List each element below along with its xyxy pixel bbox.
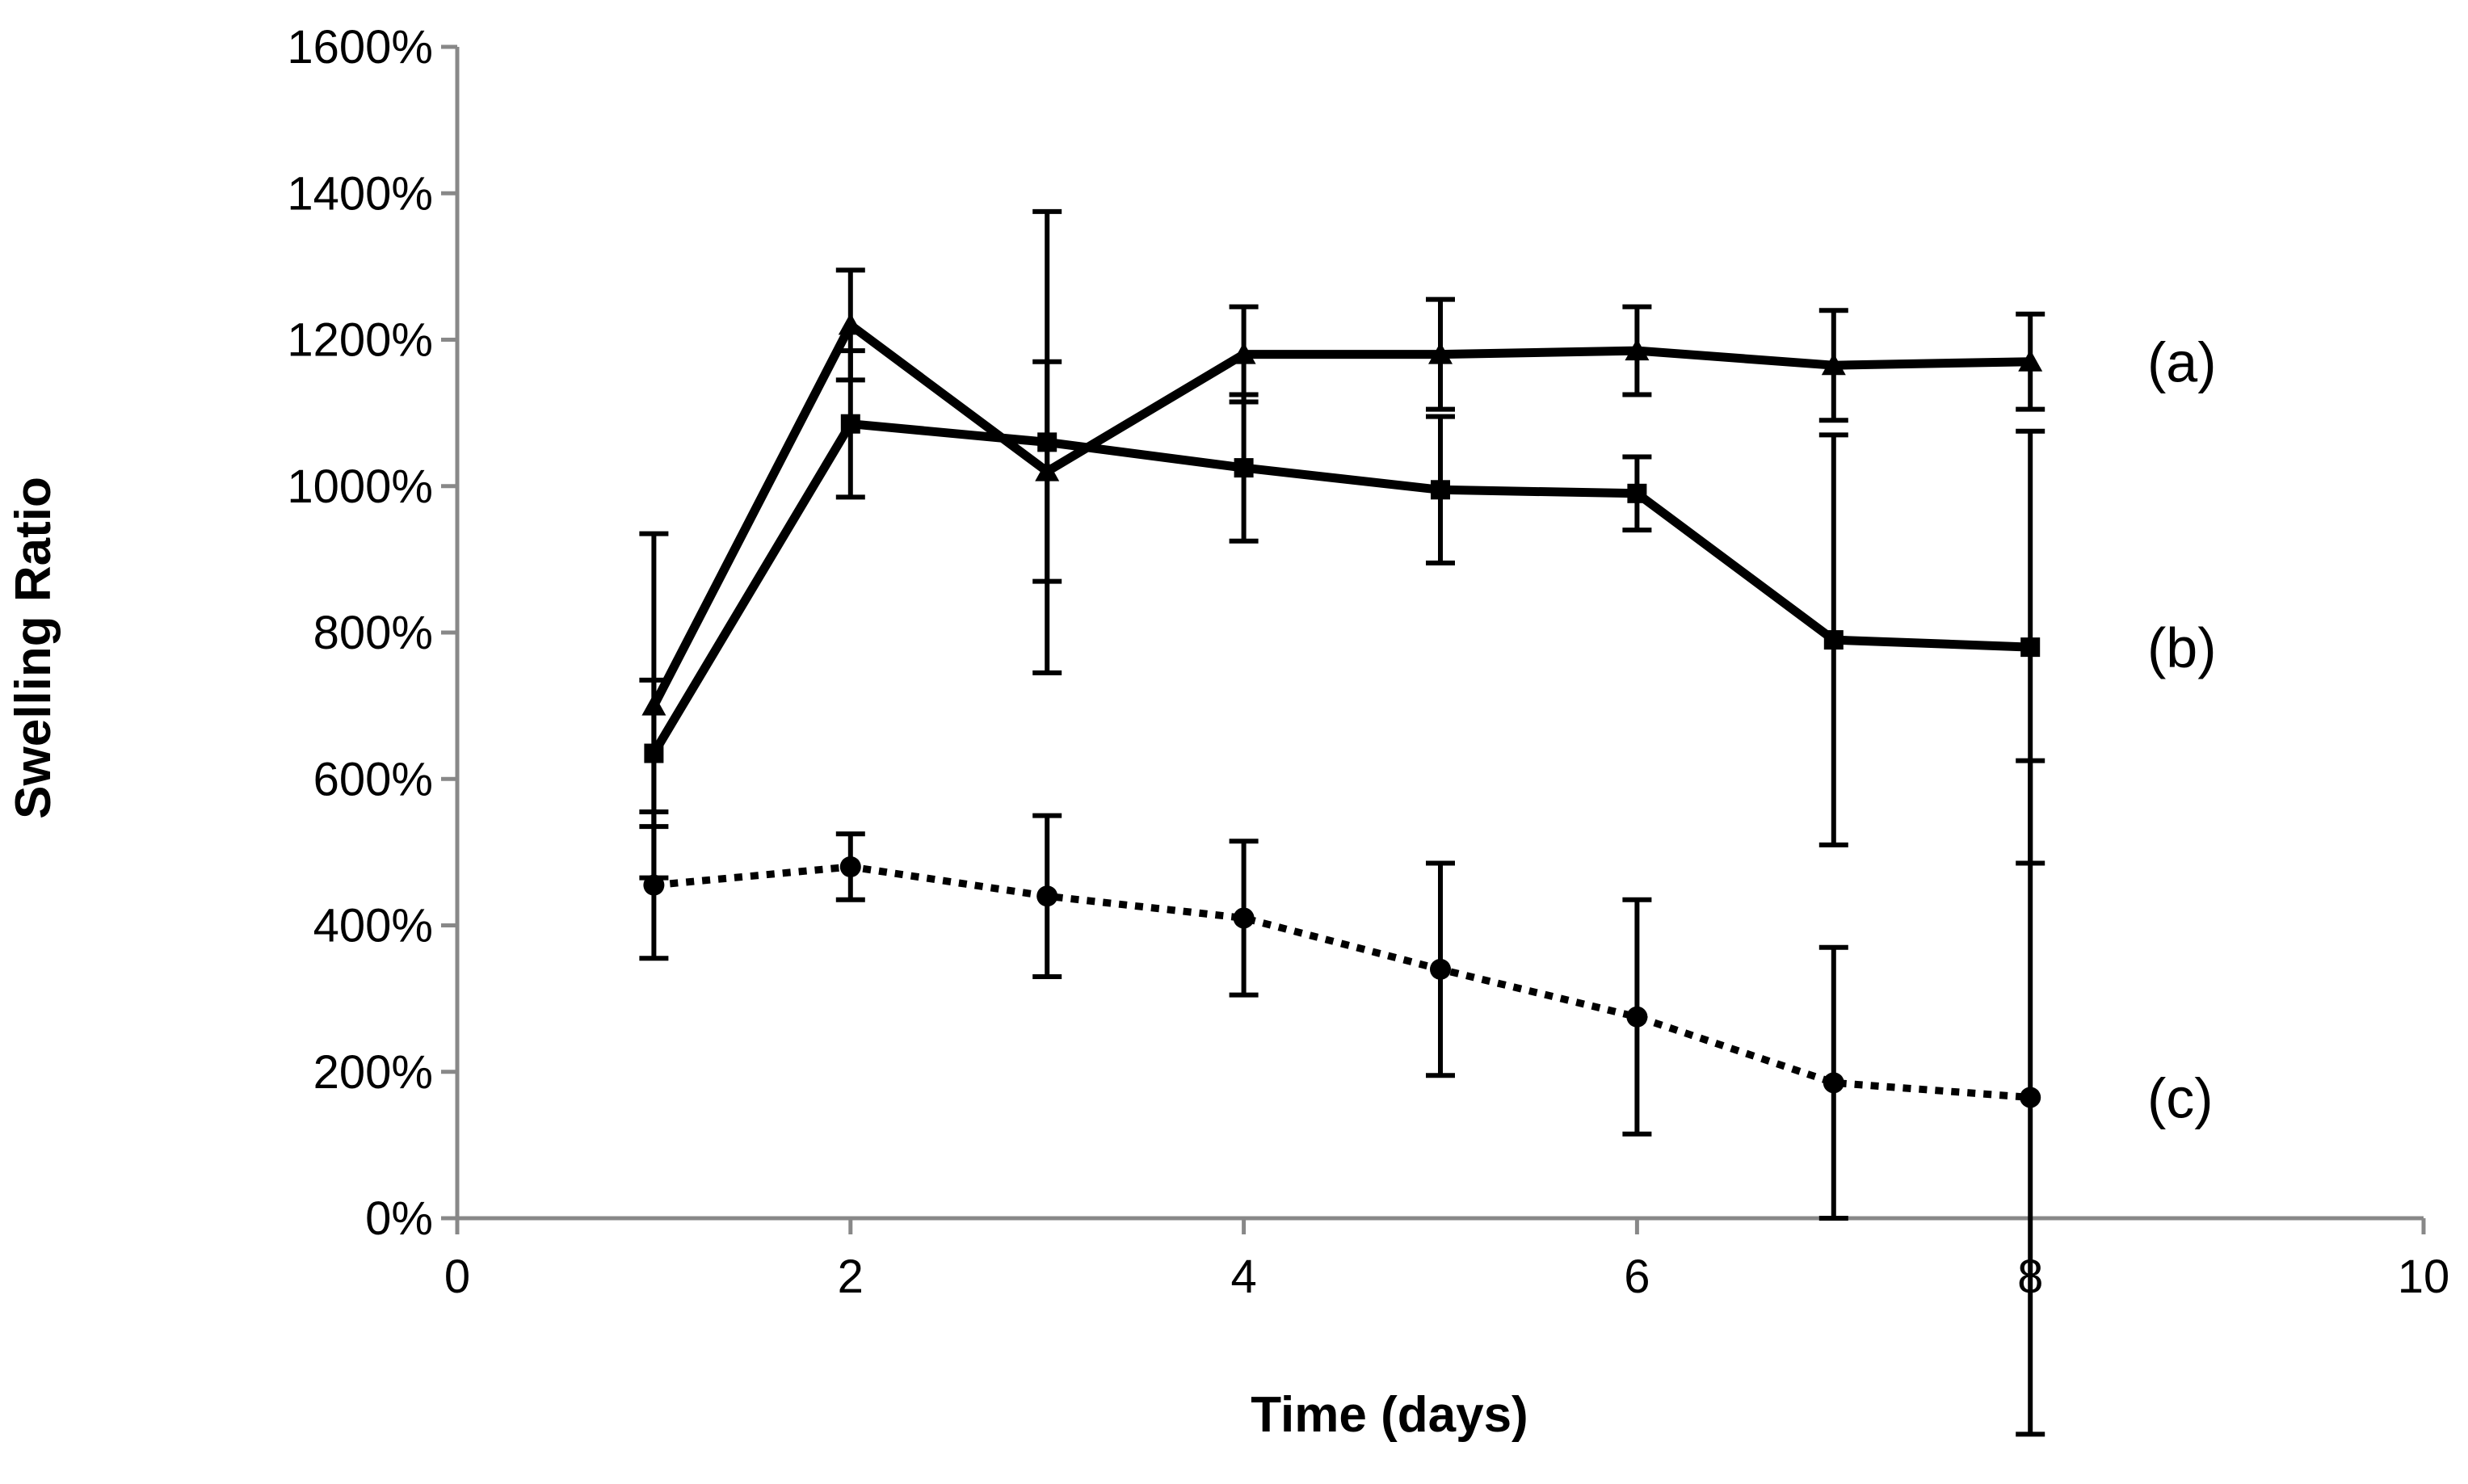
series-line <box>650 320 2031 708</box>
data-point <box>1823 1072 1844 1094</box>
series-1: (a) <box>639 267 2217 881</box>
data-point <box>643 874 665 896</box>
y-tick-label: 400% <box>313 900 433 952</box>
data-point <box>1233 907 1255 929</box>
data-point <box>1234 458 1254 478</box>
data-point <box>1627 483 1647 503</box>
data-point <box>1626 1006 1648 1028</box>
data-point <box>838 313 863 335</box>
y-tick-label: 1400% <box>287 167 433 220</box>
y-tick-label: 1000% <box>287 460 433 513</box>
data-point <box>2018 349 2043 372</box>
y-tick-label: 1200% <box>287 314 433 367</box>
axes <box>441 44 2426 1234</box>
y-tick-label: 1600% <box>287 21 433 74</box>
data-point <box>1428 342 1453 364</box>
x-tick-label: 6 <box>1624 1251 1650 1303</box>
y-tick-label: 200% <box>313 1046 433 1099</box>
x-axis-title: Time (days) <box>1251 1387 1528 1443</box>
data-point <box>1823 630 1844 650</box>
data-point <box>2020 637 2041 658</box>
data-point <box>1036 885 1058 907</box>
series-3: (c) <box>639 758 2214 1437</box>
data-point <box>2020 1087 2041 1108</box>
data-point <box>839 856 861 877</box>
series-label: (c) <box>2147 1066 2214 1129</box>
x-tick-label: 10 <box>2398 1251 2450 1303</box>
series-line <box>653 863 2031 1101</box>
data-point <box>1231 342 1256 364</box>
x-tick-label: 2 <box>838 1251 864 1303</box>
data-point <box>1821 353 1846 376</box>
y-axis-title: Swelling Ratio <box>6 477 61 819</box>
y-tick-label: 0% <box>365 1192 433 1245</box>
data-point <box>1625 338 1650 361</box>
data-point <box>1431 480 1450 500</box>
y-tick-label: 800% <box>313 607 433 659</box>
tick-labels: 0% 200% 400% 600% 800% 1000% 1200% 1400% 1600% 0 2… <box>287 21 2449 1303</box>
data-point <box>840 414 860 434</box>
series-layer: (a) (b) (c) <box>639 208 2217 1437</box>
series-label: (b) <box>2147 616 2217 679</box>
series-2: (b) <box>639 208 2217 866</box>
data-point <box>1430 958 1451 980</box>
data-point <box>1037 432 1057 452</box>
series-label: (a) <box>2147 331 2217 394</box>
data-point <box>644 743 664 763</box>
y-tick-label: 600% <box>313 753 433 805</box>
x-tick-label: 4 <box>1230 1251 1256 1303</box>
series-line <box>650 419 2031 756</box>
x-tick-label: 0 <box>444 1251 470 1303</box>
